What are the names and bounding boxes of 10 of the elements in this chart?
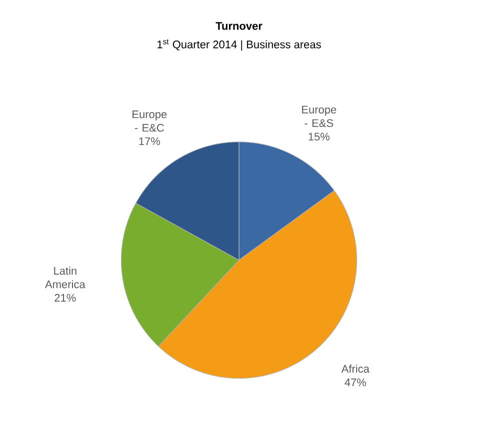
slice-label: Africa <box>341 364 370 373</box>
data-label: 17% <box>139 137 160 146</box>
chart-subtitle: 1$^{st}$ Quarter 2014 | Business areas <box>158 39 321 51</box>
data-label: 21% <box>54 294 76 302</box>
data-label: 47% <box>344 378 366 386</box>
data-label: 15% <box>308 132 330 140</box>
slice-label: Latin America <box>45 266 86 288</box>
slice-label: Europe - E&S <box>302 106 336 127</box>
slice-label: Europe - E&C <box>132 110 167 132</box>
chart-title: Turnover <box>216 22 262 30</box>
